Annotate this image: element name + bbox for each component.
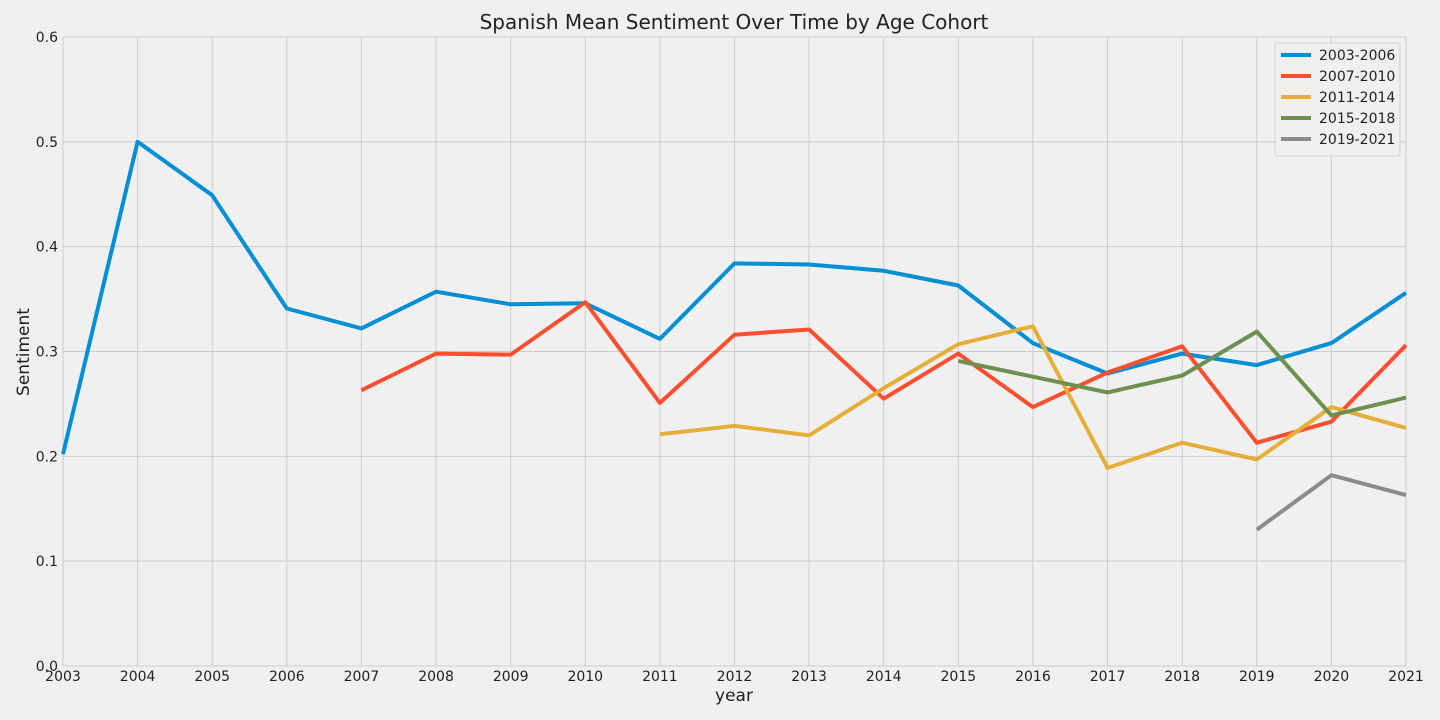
grid-lines: [62, 36, 1407, 667]
y-tick-label: 0.4: [36, 240, 58, 256]
x-tick-label: 2019: [1239, 669, 1275, 685]
series-line-2007-2010: [360, 300, 1408, 445]
x-tick-label: 2009: [493, 669, 529, 685]
legend-label: 2007-2010: [1319, 69, 1395, 85]
series-line-2011-2014: [659, 324, 1407, 470]
x-axis-label: year: [715, 686, 753, 706]
chart-title: Spanish Mean Sentiment Over Time by Age …: [480, 10, 989, 34]
y-tick-label: 0.2: [36, 449, 58, 465]
x-tick-label: 2012: [717, 669, 753, 685]
x-tick-label: 2021: [1388, 669, 1424, 685]
series-line-2015-2018: [957, 329, 1407, 418]
series-line-2003-2006: [61, 139, 1408, 455]
x-tick-label: 2010: [567, 669, 603, 685]
x-tick-label: 2011: [642, 669, 678, 685]
x-tick-label: 2016: [1015, 669, 1051, 685]
x-tick-label: 2008: [418, 669, 454, 685]
x-tick-label: 2020: [1314, 669, 1350, 685]
legend-label: 2015-2018: [1319, 111, 1395, 127]
x-tick-label: 2004: [120, 669, 156, 685]
legend: 2003-2006 2007-2010 2011-2014 2015-2018 2019…: [1274, 42, 1401, 157]
y-tick-label: 0.1: [36, 554, 58, 570]
x-tick-label: 2018: [1164, 669, 1200, 685]
x-tick-label: 2007: [344, 669, 380, 685]
series-line-2019-2021: [1255, 473, 1407, 532]
x-axis-ticks: 2003 2004 2005 2006 2007 2008 2009 2010 2011 2012…: [45, 669, 1424, 685]
x-tick-label: 2006: [269, 669, 305, 685]
legend-box: [1274, 42, 1401, 157]
y-tick-label: 0.3: [36, 345, 58, 361]
x-tick-label: 2013: [791, 669, 827, 685]
y-tick-label: 0.5: [36, 135, 58, 151]
legend-label: 2011-2014: [1319, 90, 1395, 106]
x-tick-label: 2014: [866, 669, 902, 685]
series-lines: [61, 139, 1408, 532]
x-tick-label: 2017: [1090, 669, 1126, 685]
x-tick-label: 2015: [941, 669, 977, 685]
legend-label: 2003-2006: [1319, 48, 1395, 64]
y-axis-label: Sentiment: [14, 308, 34, 396]
y-axis-ticks: 0.0 0.1 0.2 0.3 0.4 0.5 0.6: [36, 30, 58, 675]
y-tick-label: 0.0: [36, 659, 58, 675]
x-tick-label: 2005: [194, 669, 230, 685]
y-tick-label: 0.6: [36, 30, 58, 46]
legend-label: 2019-2021: [1319, 132, 1395, 148]
x-tick-label: 2003: [45, 669, 81, 685]
